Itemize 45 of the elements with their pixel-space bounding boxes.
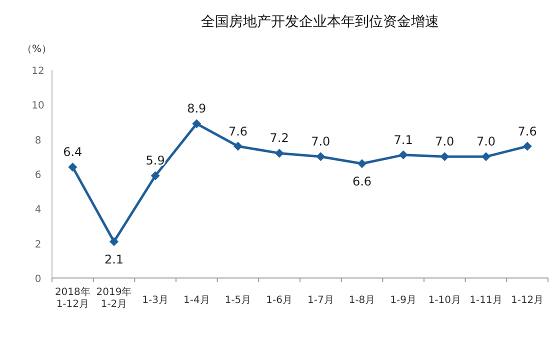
point <box>274 148 284 158</box>
y-tick-label: 12 <box>32 66 44 77</box>
x-tick-label: 1-11月 <box>470 295 502 306</box>
point <box>522 142 532 151</box>
x-tick-label: 1-3月 <box>142 295 169 306</box>
data-label: 8.9 <box>187 102 206 116</box>
data-label: 7.0 <box>435 134 454 149</box>
data-label: 5.9 <box>146 154 165 168</box>
y-tick-label: 8 <box>34 135 42 146</box>
data-label: 7.6 <box>518 124 537 138</box>
x-tick-label: 1-5月 <box>224 295 252 306</box>
x-tick-label: 1-4月 <box>183 295 210 306</box>
x-tick-label: 1-7月 <box>307 295 334 306</box>
x-tick-label: 2018年 1-12月 <box>54 286 90 310</box>
data-label: 7.0 <box>311 134 330 149</box>
y-tick-label: 4 <box>34 204 42 216</box>
y-tick-label: 2 <box>34 239 42 250</box>
point <box>68 162 78 172</box>
data-label: 6.6 <box>352 174 372 189</box>
x-tick-label: 1-6月 <box>266 295 293 306</box>
data-label: 6.4 <box>63 145 82 160</box>
point <box>482 152 490 162</box>
x-tick-label: 1-12月 <box>510 295 544 306</box>
x-tick-label: 1-8月 <box>348 295 376 306</box>
y-axis-title: （%） <box>22 44 52 55</box>
point <box>192 119 202 128</box>
point <box>316 152 326 162</box>
data-label: 7.1 <box>394 132 413 147</box>
y-tick-label: 0 <box>34 274 42 285</box>
x-tick-label: 2019年 1-2月 <box>96 286 132 310</box>
x-tick-label: 1-10月 <box>428 295 462 306</box>
point <box>150 171 160 180</box>
data-label: 7.6 <box>228 124 248 138</box>
data-label: 7.0 <box>476 134 496 149</box>
x-tick-label: 1-9月 <box>390 295 417 306</box>
data-label: 7.2 <box>270 131 289 146</box>
data-label: 2.1 <box>104 252 124 267</box>
point <box>398 150 408 160</box>
point <box>358 159 366 168</box>
point <box>110 237 118 246</box>
point <box>234 142 242 151</box>
y-tick-label: 10 <box>32 100 44 112</box>
chart-title: 全国房地产开发企业本年到位资金增速 <box>201 14 439 30</box>
point <box>440 152 450 162</box>
y-tick-label: 6 <box>34 170 42 181</box>
